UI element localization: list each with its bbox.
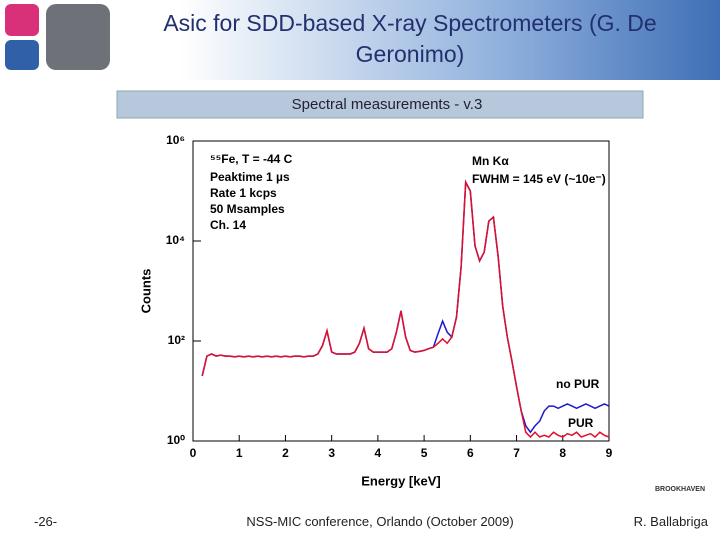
series-line bbox=[201, 179, 610, 434]
annotation: Mn Kα bbox=[472, 154, 509, 168]
x-tick-label: 3 bbox=[328, 446, 335, 460]
y-tick-label: 10² bbox=[168, 333, 185, 347]
logo-text: BROOKHAVEN bbox=[655, 486, 705, 493]
x-tick-label: 5 bbox=[421, 446, 428, 460]
x-tick-label: 8 bbox=[559, 446, 566, 460]
brookhaven-logo bbox=[655, 480, 705, 504]
chart-title: Spectral measurements - v.3 bbox=[292, 96, 483, 113]
y-tick-label: 10⁰ bbox=[167, 433, 185, 447]
annotation: Rate 1 kcps bbox=[210, 186, 277, 200]
slide-title: Asic for SDD-based X-ray Spectrometers (… bbox=[163, 10, 657, 67]
plot-frame bbox=[192, 140, 610, 442]
x-tick-label: 1 bbox=[236, 446, 243, 460]
y-tick-label: 10⁶ bbox=[166, 133, 185, 147]
x-tick-label: 9 bbox=[606, 446, 613, 460]
photo bbox=[46, 4, 110, 70]
header bbox=[0, 0, 720, 80]
annotation: FWHM = 145 eV (~10e⁻) bbox=[472, 172, 606, 186]
x-tick-label: 2 bbox=[282, 446, 289, 460]
series-label: no PUR bbox=[556, 377, 600, 391]
y-axis-label: Counts bbox=[138, 269, 153, 314]
series-label: PUR bbox=[568, 416, 594, 430]
logo bbox=[5, 40, 39, 70]
y-tick-label: 10⁴ bbox=[166, 233, 185, 247]
author: R. Ballabriga bbox=[633, 514, 708, 529]
x-tick-label: 7 bbox=[513, 446, 520, 460]
x-axis-label: Energy [keV] bbox=[361, 473, 440, 488]
chart-banner bbox=[116, 90, 644, 119]
annotation: Peaktime 1 µs bbox=[210, 170, 290, 184]
annotation: ⁵⁵Fe, T = -44 C bbox=[210, 152, 293, 166]
logo bbox=[5, 4, 39, 36]
annotation: 50 Msamples bbox=[210, 202, 285, 216]
x-tick-label: 0 bbox=[190, 446, 197, 460]
page-number: -26- bbox=[34, 514, 58, 529]
series-line bbox=[201, 179, 610, 439]
x-tick-label: 6 bbox=[467, 446, 474, 460]
x-tick-label: 4 bbox=[375, 446, 382, 460]
annotation: Ch. 14 bbox=[210, 218, 246, 232]
footer: NSS-MIC conference, Orlando (October 200… bbox=[246, 514, 514, 529]
